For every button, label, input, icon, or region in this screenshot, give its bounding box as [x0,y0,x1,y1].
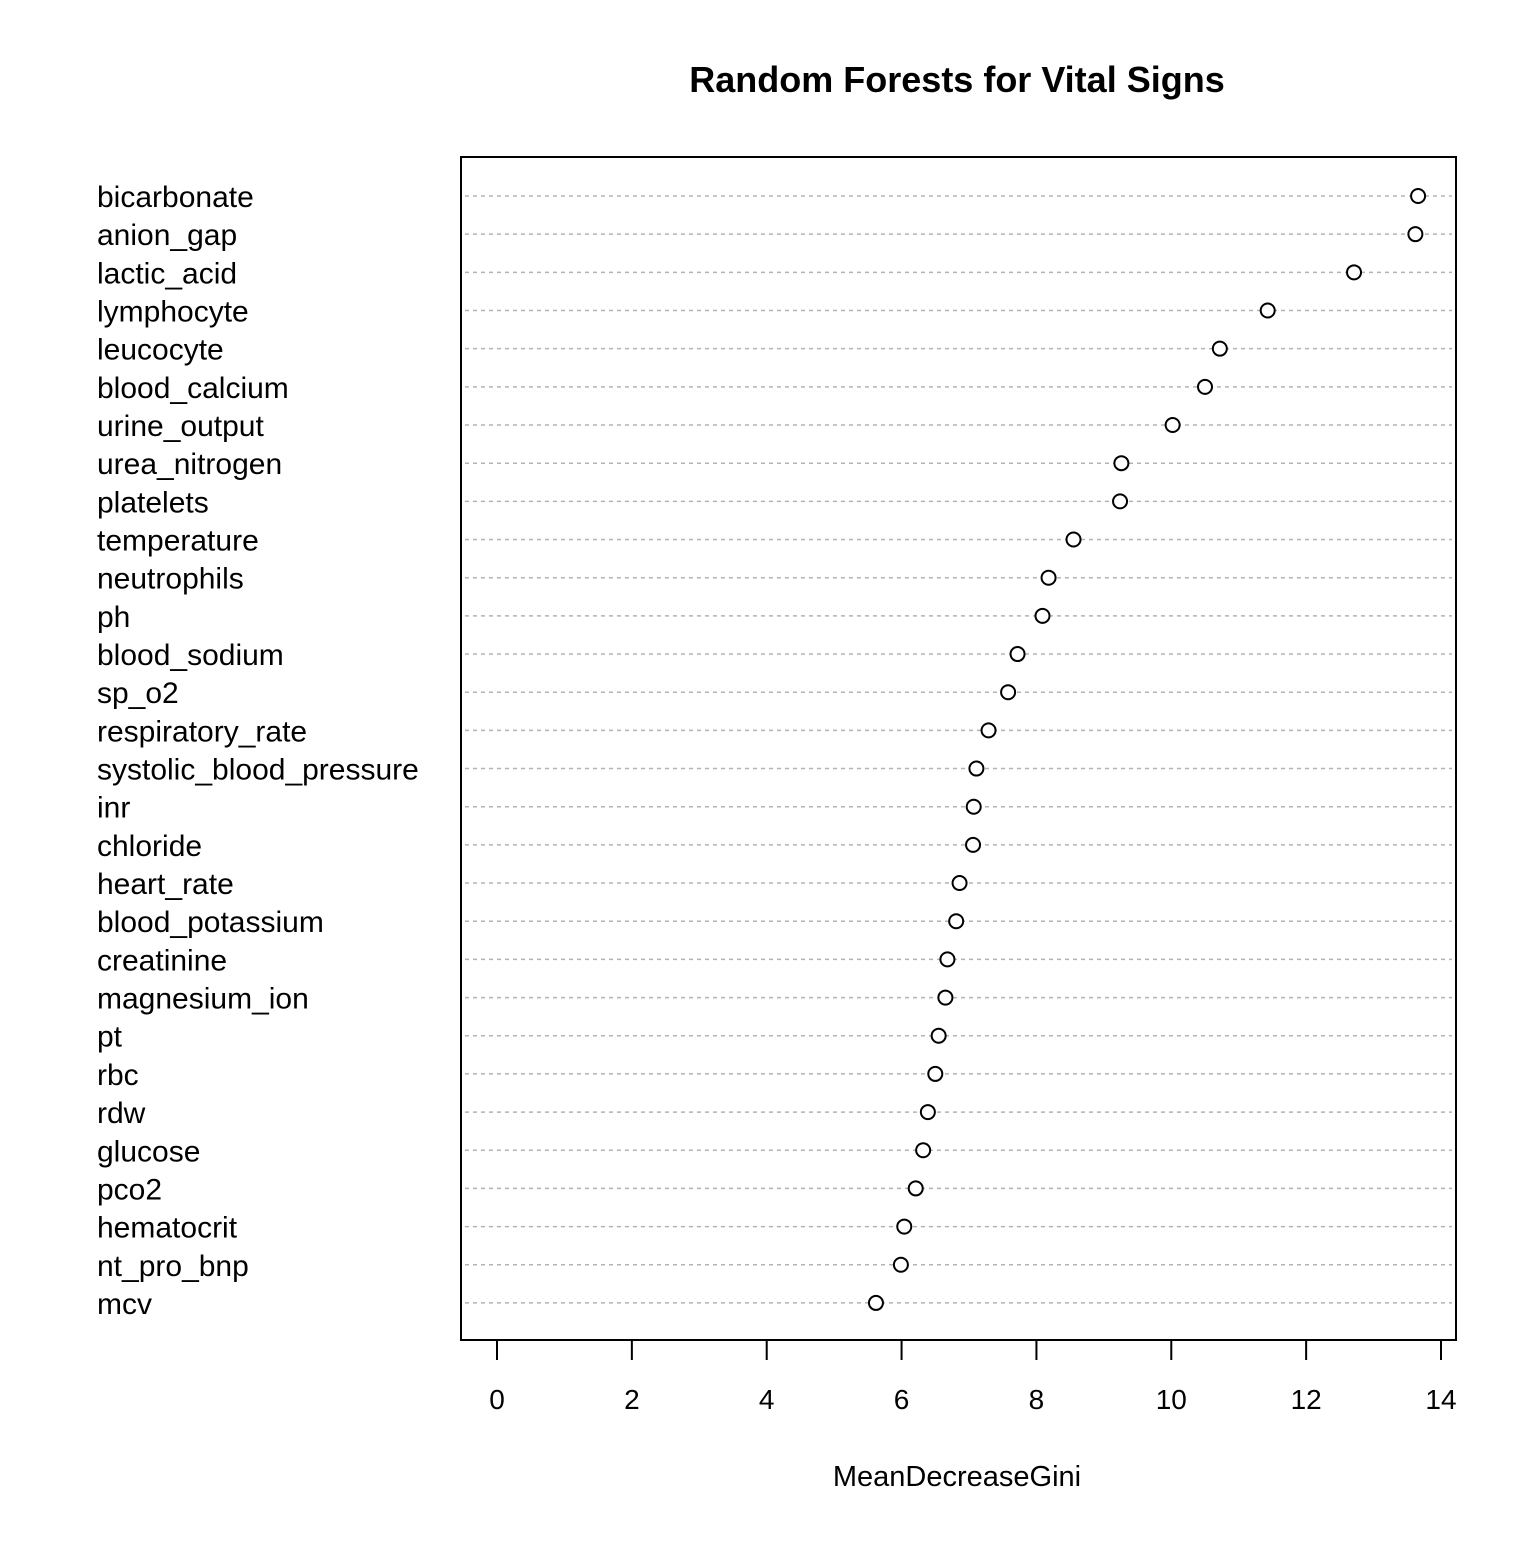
category-label: glucose [97,1135,200,1168]
x-axis: 0 2 4 6 8 10 12 14 [489,1339,1457,1415]
data-point [1009,646,1026,663]
data-point [1197,378,1213,395]
data-points [867,188,1427,1311]
data-point [915,1142,932,1159]
data-point [1065,531,1082,548]
category-label: heart_rate [97,868,234,901]
category-label: lymphocyte [97,296,249,329]
data-point [1113,455,1130,472]
category-label: sp_o2 [97,677,179,710]
grid-lines [465,195,1452,1304]
category-label: lactic_acid [97,257,237,290]
data-point [1410,188,1427,204]
category-label: nt_pro_bnp [97,1250,249,1283]
category-label: hematocrit [97,1212,238,1245]
data-point [968,760,985,777]
data-point [948,913,965,930]
category-label: blood_calcium [97,372,289,405]
category-label: neutrophils [97,563,244,596]
category-label: mcv [97,1288,152,1321]
data-point [1407,226,1424,243]
data-point [937,989,954,1006]
category-label: platelets [97,486,209,519]
data-point [1034,607,1051,624]
category-label: pco2 [97,1173,162,1206]
data-point [867,1294,884,1311]
category-label: urine_output [97,410,264,443]
category-label: ph [97,601,130,634]
category-label: magnesium_ion [97,983,309,1016]
x-tick-label: 6 [894,1384,910,1415]
data-point [980,722,997,739]
category-label: pt [97,1021,123,1054]
category-label: temperature [97,525,259,558]
x-tick-label: 12 [1291,1384,1322,1415]
category-label: systolic_blood_pressure [97,754,419,787]
category-label: anion_gap [97,219,237,252]
chart-title: Random Forests for Vital Signs [689,59,1224,100]
category-label: blood_potassium [97,906,324,939]
plot-frame [460,156,1457,1341]
x-axis-title: MeanDecreaseGini [833,1461,1081,1493]
x-tick-label: 2 [624,1384,640,1415]
data-point [930,1027,947,1044]
category-label: leucocyte [97,334,224,367]
category-label: blood_sodium [97,639,284,672]
category-label: rbc [97,1059,139,1092]
category-label: rdw [97,1097,146,1130]
data-point [1346,264,1363,281]
x-tick-label: 8 [1029,1384,1045,1415]
data-point [907,1180,924,1197]
category-label: inr [97,792,130,825]
category-label: urea_nitrogen [97,448,282,481]
data-point [1164,417,1181,434]
data-point [919,1104,936,1121]
data-point [965,836,982,853]
data-point [892,1256,909,1273]
x-tick-label: 14 [1425,1384,1456,1415]
category-label: respiratory_rate [97,715,307,748]
data-point [951,875,968,892]
data-point [1040,569,1057,586]
x-tick-label: 10 [1156,1384,1187,1415]
x-tick-label: 4 [759,1384,775,1415]
category-label: creatinine [97,944,227,977]
x-tick-label: 0 [489,1384,505,1415]
category-label: chloride [97,830,202,863]
category-labels: bicarbonate anion_gap lactic_acid lymphocyt… [97,181,419,1321]
category-label: bicarbonate [97,181,254,214]
data-point [927,1065,944,1082]
data-point [1259,302,1276,319]
data-point [965,798,982,815]
data-point [939,951,956,968]
data-point [896,1218,913,1235]
data-point [1211,340,1228,357]
data-point [1112,493,1129,510]
data-point [1000,684,1017,701]
